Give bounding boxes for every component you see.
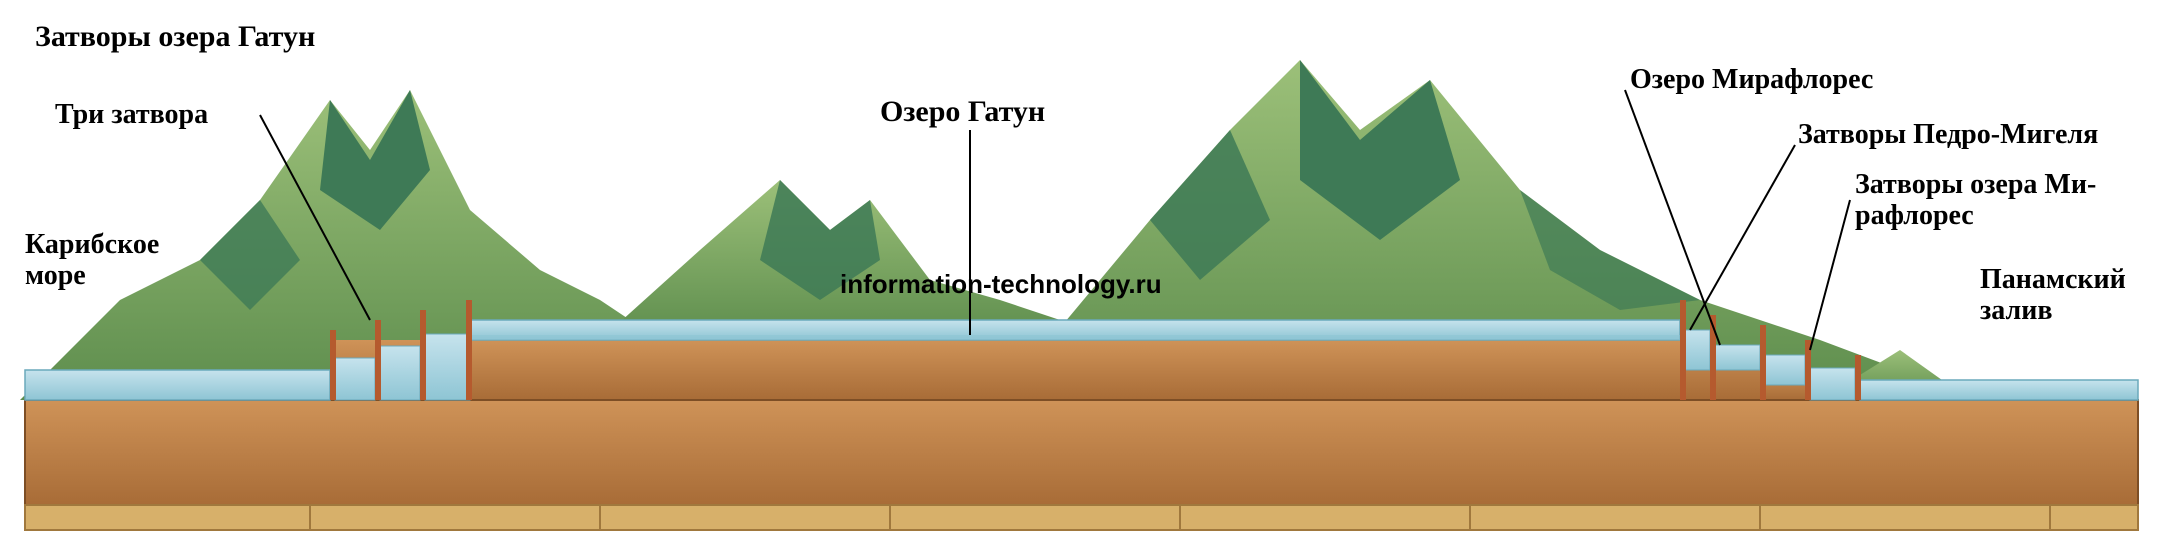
label-three-gates: Три затвора bbox=[55, 100, 208, 131]
label-panama-bay: Панамский залив bbox=[1980, 265, 2126, 327]
label-gatun-locks-title: Затворы озера Гатун bbox=[35, 20, 315, 53]
watermark: information-technology.ru bbox=[840, 270, 1162, 299]
label-gatun-lake: Озеро Гатун bbox=[880, 95, 1045, 128]
caribbean-sea-water bbox=[25, 370, 330, 400]
miraflores-lake-water bbox=[1715, 345, 1760, 370]
diagram-stage: Затворы озера Гатун Три затвора Карибско… bbox=[0, 0, 2163, 549]
panama-bay-water bbox=[1860, 380, 2138, 400]
label-caribbean-sea: Карибское море bbox=[25, 230, 159, 292]
label-miraflores-locks: Затворы озера Ми- рафлорес bbox=[1855, 170, 2096, 232]
label-miraflores-lake: Озеро Мирафлорес bbox=[1630, 65, 1873, 96]
base-strip bbox=[25, 505, 2138, 530]
label-pedro-miguel-locks: Затворы Педро-Мигеля bbox=[1798, 120, 2098, 151]
